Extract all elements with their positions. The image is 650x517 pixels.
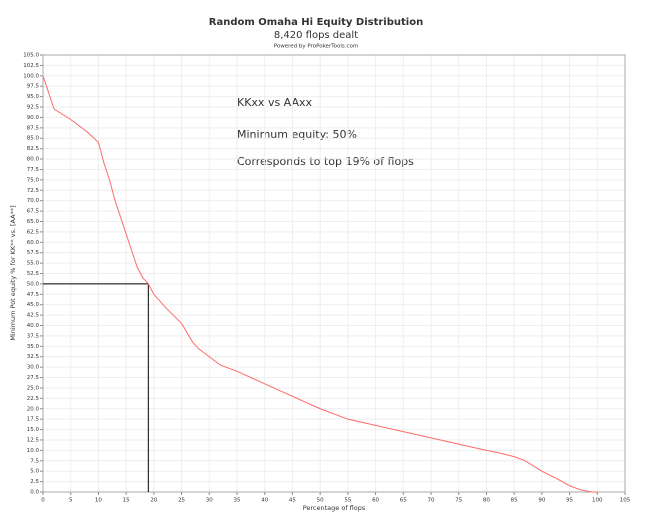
y-tick-label: 85.0 (27, 136, 40, 142)
x-tick-label: 50 (317, 498, 324, 504)
x-tick-label: 5 (69, 498, 73, 504)
y-tick-label: 5.0 (30, 469, 39, 475)
y-tick-label: 105.0 (23, 53, 39, 59)
chart-title: Random Omaha Hi Equity Distribution (209, 17, 423, 28)
y-tick-label: 20.0 (27, 406, 40, 412)
x-tick-label: 10 (95, 498, 102, 504)
y-tick-label: 57.5 (27, 250, 40, 256)
x-axis-label: Percentage of flops (303, 504, 366, 512)
y-tick-label: 22.5 (27, 396, 40, 402)
plot-frame (42, 54, 626, 493)
x-tick-label: 70 (428, 498, 435, 504)
x-tick-label: 40 (261, 498, 268, 504)
y-tick-label: 97.5 (27, 84, 40, 90)
y-tick-label: 10.0 (27, 448, 40, 454)
y-tick-label: 25.0 (27, 385, 40, 391)
x-tick-label: 15 (123, 498, 130, 504)
x-tick-label: 25 (178, 498, 185, 504)
y-tick-label: 77.5 (27, 167, 40, 173)
y-tick-label: 15.0 (27, 427, 40, 433)
y-tick-label: 40.0 (27, 323, 40, 329)
x-tick-label: 20 (150, 498, 157, 504)
x-tick-label: 75 (455, 498, 462, 504)
y-tick-label: 87.5 (27, 125, 40, 131)
y-tick-label: 52.5 (27, 271, 40, 277)
x-tick-label: 90 (538, 498, 545, 504)
x-tick-label: 100 (592, 498, 603, 504)
x-tick-label: 0 (41, 498, 45, 504)
y-tick-label: 37.5 (27, 333, 40, 339)
x-tick-label: 30 (206, 498, 213, 504)
annotation: Corresponds to top 19% of flops (237, 155, 414, 168)
y-tick-label: 67.5 (27, 209, 40, 215)
x-tick-label: 105 (620, 498, 631, 504)
y-tick-label: 47.5 (27, 292, 40, 298)
y-tick-label: 42.5 (27, 313, 40, 319)
y-tick-label: 70.0 (27, 198, 40, 204)
credit: Powered by ProPokerTools.com (274, 44, 359, 50)
y-tick-label: 72.5 (27, 188, 40, 194)
chart-subtitle: 8,420 flops dealt (274, 30, 358, 41)
y-tick-label: 102.5 (23, 63, 39, 69)
y-tick-label: 55.0 (27, 261, 40, 267)
y-tick-label: 80.0 (27, 157, 40, 163)
y-tick-label: 100.0 (23, 73, 39, 79)
y-tick-label: 7.5 (30, 458, 39, 464)
data-line (42, 75, 598, 493)
y-tick-label: 90.0 (27, 115, 40, 121)
x-tick-label: 95 (566, 498, 573, 504)
x-tick-label: 60 (372, 498, 379, 504)
y-tick-label: 30.0 (27, 365, 40, 371)
y-tick-label: 82.5 (27, 146, 40, 152)
y-tick-label: 95.0 (27, 94, 40, 100)
y-tick-label: 27.5 (27, 375, 40, 381)
y-tick-label: 50.0 (27, 281, 40, 287)
y-tick-label: 2.5 (30, 479, 39, 485)
y-tick-label: 35.0 (27, 344, 40, 350)
x-tick-label: 85 (511, 498, 518, 504)
y-tick-label: 92.5 (27, 105, 40, 111)
x-tick-label: 45 (289, 498, 296, 504)
y-tick-label: 17.5 (27, 417, 40, 423)
x-tick-label: 35 (234, 498, 241, 504)
y-tick-label: 75.0 (27, 177, 40, 183)
x-tick-label: 55 (344, 498, 351, 504)
y-tick-label: 12.5 (27, 437, 40, 443)
y-tick-label: 62.5 (27, 229, 40, 235)
y-tick-label: 60.0 (27, 240, 40, 246)
x-tick-label: 80 (483, 498, 490, 504)
annotation: Minimum equity: 50% (237, 128, 357, 141)
y-tick-label: 0.0 (30, 490, 39, 496)
y-tick-label: 32.5 (27, 354, 40, 360)
y-axis-label: Minimum Pot equity % for KK** vs. [AA**] (9, 205, 17, 340)
y-tick-label: 65.0 (27, 219, 40, 225)
annotation: KKxx vs AAxx (237, 96, 313, 109)
x-tick-label: 65 (400, 498, 407, 504)
y-tick-label: 45.0 (27, 302, 40, 308)
